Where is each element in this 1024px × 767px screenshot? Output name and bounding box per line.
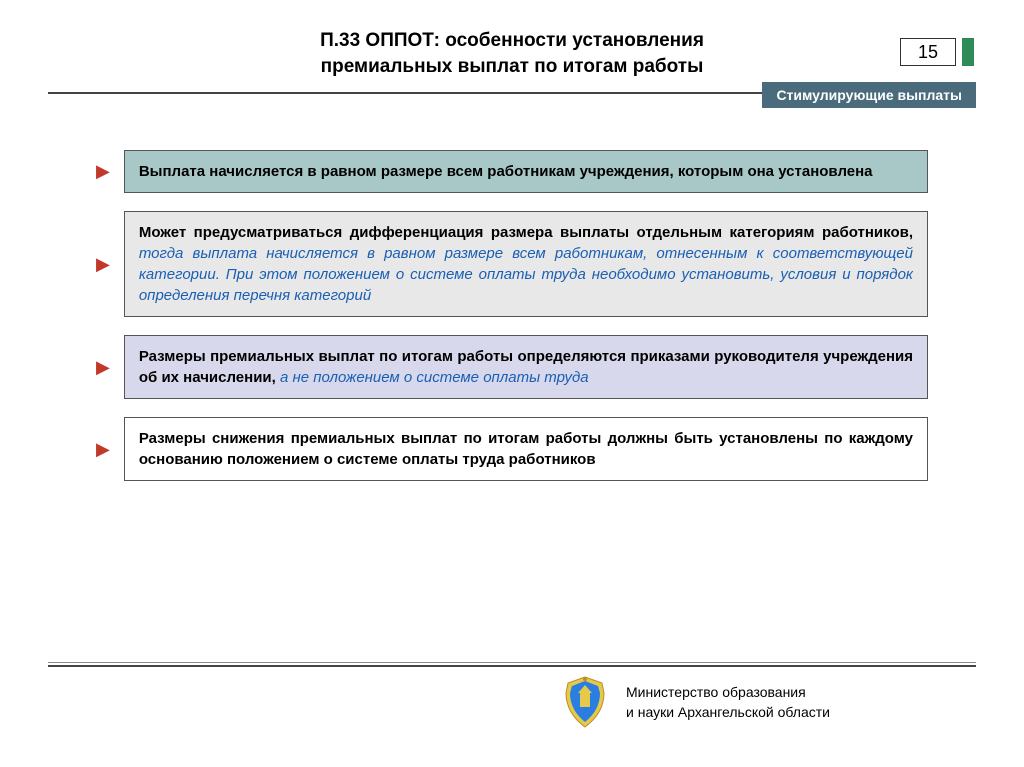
info-box-3: Размеры премиальных выплат по итогам раб…	[124, 335, 928, 399]
list-item: ▶ Размеры снижения премиальных выплат по…	[96, 417, 928, 481]
section-ribbon: Стимулирующие выплаты	[762, 82, 976, 108]
title-line-2: премиальных выплат по итогам работы	[321, 56, 704, 77]
title-line-1: П.33 ОППОТ: особенности установления	[320, 30, 704, 51]
page-number-box: 15	[900, 38, 956, 66]
box-text-italic: а не положением о системе оплаты труда	[280, 369, 589, 386]
page-number: 15	[918, 42, 938, 63]
box-text: Выплата начисляется в равном размере все…	[139, 163, 873, 180]
footer: Министерство образования и науки Арханге…	[560, 675, 830, 731]
box-text-italic: тогда выплата начисляется в равном разме…	[139, 245, 913, 304]
list-item: ▶ Размеры премиальных выплат по итогам р…	[96, 335, 928, 399]
footer-line-2: и науки Архангельской области	[626, 704, 830, 720]
footer-line-1: Министерство образования	[626, 684, 806, 700]
triangle-bullet-icon: ▶	[96, 161, 110, 182]
triangle-bullet-icon: ▶	[96, 357, 110, 378]
triangle-bullet-icon: ▶	[96, 439, 110, 460]
coat-of-arms-icon	[560, 675, 610, 731]
list-item: ▶ Выплата начисляется в равном размере в…	[96, 150, 928, 193]
footer-rule-thick	[48, 665, 976, 667]
box-text-bold: Может предусматриваться дифференциация р…	[139, 224, 913, 241]
footer-text: Министерство образования и науки Арханге…	[626, 683, 830, 722]
slide-title: П.33 ОППОТ: особенности установления пре…	[320, 28, 704, 79]
list-item: ▶ Может предусматриваться дифференциация…	[96, 211, 928, 317]
footer-rule-thin	[48, 662, 976, 663]
content-area: ▶ Выплата начисляется в равном размере в…	[96, 150, 928, 499]
slide-header: П.33 ОППОТ: особенности установления пре…	[0, 28, 1024, 79]
info-box-4: Размеры снижения премиальных выплат по и…	[124, 417, 928, 481]
triangle-bullet-icon: ▶	[96, 254, 110, 275]
box-text: Размеры снижения премиальных выплат по и…	[139, 430, 913, 468]
accent-stripe	[962, 38, 974, 66]
info-box-1: Выплата начисляется в равном размере все…	[124, 150, 928, 193]
info-box-2: Может предусматриваться дифференциация р…	[124, 211, 928, 317]
